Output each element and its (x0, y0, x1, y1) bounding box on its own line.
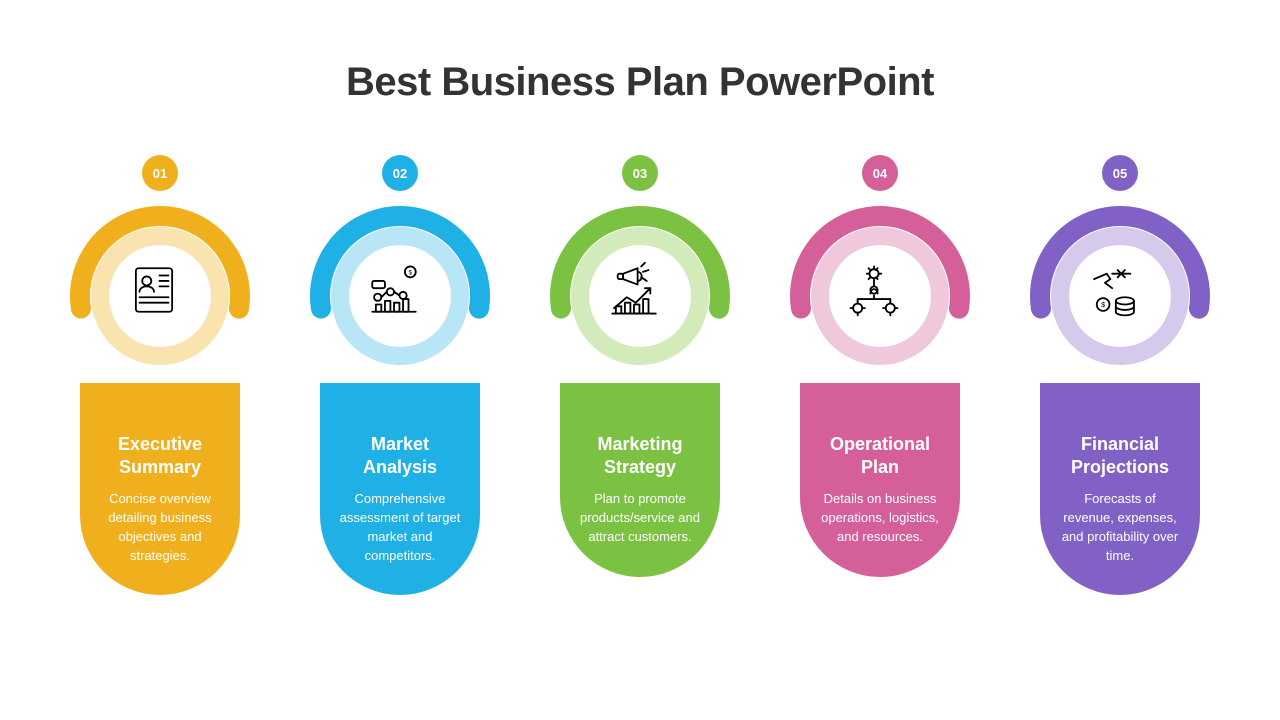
content-pill: Market Analysis Comprehensive assessment … (320, 383, 480, 595)
item-description: Concise overview detailing business obje… (98, 490, 222, 565)
ring-circle (65, 201, 255, 391)
infographic-item: 05 $ Financial Projections Forecasts of r… (1020, 155, 1220, 595)
item-heading: Financial Projections (1058, 433, 1182, 478)
content-pill: Executive Summary Concise overview detail… (80, 383, 240, 595)
infographic-item: 01 Executive Summary Concise overview det… (60, 155, 260, 595)
step-number-badge: 05 (1102, 155, 1138, 191)
item-description: Comprehensive assessment of target marke… (338, 490, 462, 565)
slide: Best Business Plan PowerPoint 01 Executi… (0, 0, 1280, 720)
content-pill: Marketing Strategy Plan to promote produc… (560, 383, 720, 577)
infographic-item: 03 Marketing Strategy Plan to promote pro… (540, 155, 740, 595)
ring-circle: $ (1025, 201, 1215, 391)
ring-circle (785, 201, 975, 391)
item-description: Details on business operations, logistic… (818, 490, 942, 547)
item-description: Plan to promote products/service and att… (578, 490, 702, 547)
content-pill: Operational Plan Details on business oper… (800, 383, 960, 577)
infographic-item: 04 Operational Plan Details on business o… (780, 155, 980, 595)
step-number-badge: 02 (382, 155, 418, 191)
svg-text:$: $ (1101, 300, 1105, 309)
ring-circle (545, 201, 735, 391)
item-heading: Executive Summary (98, 433, 222, 478)
slide-title: Best Business Plan PowerPoint (346, 60, 934, 105)
svg-text:$: $ (409, 270, 413, 277)
step-number-badge: 01 (142, 155, 178, 191)
coins-hand-icon: $ (1085, 261, 1155, 331)
document-person-icon (125, 261, 195, 331)
megaphone-growth-icon (605, 261, 675, 331)
step-number-badge: 03 (622, 155, 658, 191)
step-number-badge: 04 (862, 155, 898, 191)
item-heading: Market Analysis (338, 433, 462, 478)
gears-org-icon (845, 261, 915, 331)
item-description: Forecasts of revenue, expenses, and prof… (1058, 490, 1182, 565)
content-pill: Financial Projections Forecasts of revenu… (1040, 383, 1200, 595)
infographic-row: 01 Executive Summary Concise overview det… (60, 155, 1220, 595)
ring-circle: $ (305, 201, 495, 391)
infographic-item: 02 $ Market Analysis Comprehensive assess… (300, 155, 500, 595)
item-heading: Marketing Strategy (578, 433, 702, 478)
market-chart-icon: $ (365, 261, 435, 331)
item-heading: Operational Plan (818, 433, 942, 478)
